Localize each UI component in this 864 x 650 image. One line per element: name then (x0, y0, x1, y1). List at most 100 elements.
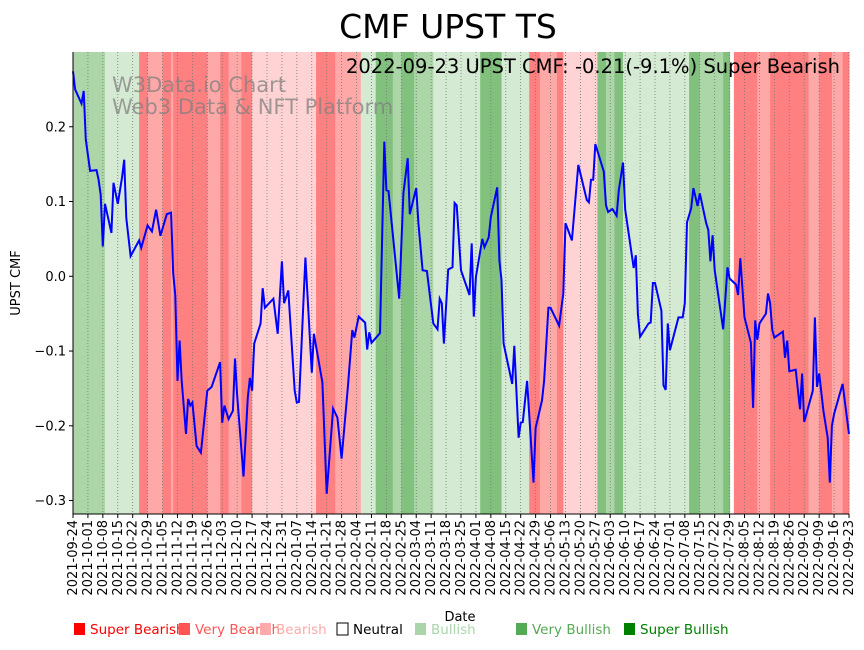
legend-label: Super Bullish (640, 622, 729, 638)
x-tick-label: 2022-04-22 (514, 520, 529, 596)
x-tick-label: 2022-05-27 (588, 520, 603, 596)
x-ticks: 2021-09-24 2021-10-01 2021-10-08 2021-10-15… (66, 514, 857, 596)
legend-label: Very Bullish (532, 622, 611, 638)
legend-swatch (624, 623, 635, 635)
band-super-bearish (220, 52, 230, 514)
x-tick-label: 2022-03-04 (409, 520, 424, 596)
x-tick-label: 2022-08-26 (782, 520, 797, 596)
x-tick-label: 2022-04-15 (499, 520, 514, 596)
x-tick-label: 2021-10-01 (81, 520, 96, 596)
x-tick-label: 2022-01-28 (335, 520, 350, 596)
x-tick-label: 2021-12-24 (260, 520, 275, 596)
band-bullish (623, 52, 690, 514)
x-tick-label: 2022-05-20 (573, 520, 588, 596)
x-tick-label: 2022-01-14 (305, 520, 320, 596)
cmf-line (72, 71, 850, 494)
legend-label: Super Bearish (90, 622, 185, 638)
x-tick-label: 2022-07-01 (663, 520, 678, 596)
legend-swatch (516, 623, 527, 635)
legend-label: Bearish (276, 622, 327, 638)
x-tick-label: 2021-11-19 (185, 520, 200, 596)
x-tick-label: 2021-10-22 (126, 520, 141, 596)
band-super-bearish (733, 52, 758, 514)
x-tick-label: 2022-06-17 (633, 520, 648, 596)
y-tick-label: 0.1 (45, 195, 66, 210)
legend-swatch (415, 623, 426, 635)
band-super-bearish (556, 52, 564, 514)
band-very-bullish (73, 52, 106, 514)
band-very-bullish (414, 52, 434, 514)
band-bullish (360, 52, 377, 514)
y-axis-label: UPST CMF (9, 250, 24, 315)
x-tick-label: 2022-07-08 (678, 520, 693, 596)
x-tick-label: 2021-10-08 (96, 520, 111, 596)
band-super-bearish (316, 52, 336, 514)
x-tick-label: 2022-09-16 (827, 520, 842, 596)
legend-swatch (260, 623, 271, 635)
band-super-bullish (689, 52, 701, 514)
x-tick-label: 2022-02-18 (379, 520, 394, 596)
x-tick-label: 2022-08-05 (738, 520, 753, 596)
legend-swatch (74, 623, 85, 635)
x-tick-label: 2022-06-03 (603, 520, 618, 596)
x-tick-label: 2022-07-29 (723, 520, 738, 596)
band-super-bullish (597, 52, 607, 514)
x-tick-label: 2022-01-21 (320, 520, 335, 596)
band-very-bearish (335, 52, 362, 514)
y-tick-label: 0.0 (45, 270, 66, 285)
legend-label: Very Bearish (195, 622, 280, 638)
x-tick-label: 2022-02-11 (364, 520, 379, 596)
y-tick-label: 0.2 (45, 120, 66, 135)
legend-swatch (336, 622, 349, 636)
y-tick-label: −0.3 (34, 494, 66, 509)
x-tick-label: 2022-04-01 (469, 520, 484, 596)
x-tick-label: 2022-03-18 (439, 520, 454, 596)
band-very-bearish (228, 52, 242, 514)
legend-item-neutral: Neutral (336, 622, 403, 638)
x-tick-label: 2022-04-29 (529, 520, 544, 596)
legend-item-bearish: Bearish (260, 622, 327, 638)
x-tick-label: 2021-12-03 (215, 520, 230, 596)
x-tick-label: 2021-11-12 (170, 520, 185, 596)
band-super-bearish (529, 52, 541, 514)
legend-item-super-bullish: Super Bullish (624, 622, 729, 638)
band-super-bearish (241, 52, 253, 514)
y-ticks: 0.2 0.1 0.0 −0.1 −0.2 −0.3 (34, 120, 73, 509)
band-very-bearish (831, 52, 844, 514)
x-tick-label: 2021-11-26 (200, 520, 215, 596)
band-very-bearish (147, 52, 164, 514)
x-tick-label: 2022-01-07 (290, 520, 305, 596)
chart-title: CMF UPST TS (339, 7, 557, 46)
watermark-line-2: Web3 Data & NFT Platform (112, 95, 393, 119)
x-tick-label: 2021-09-24 (66, 520, 81, 596)
x-tick-label: 2022-08-12 (752, 520, 767, 596)
x-tick-label: 2022-05-06 (544, 520, 559, 596)
band-super-bearish (139, 52, 149, 514)
band-super-bullish (401, 52, 415, 514)
x-tick-label: 2022-03-25 (454, 520, 469, 596)
x-tick-label: 2022-07-15 (693, 520, 708, 596)
y-tick-label: −0.1 (34, 345, 66, 360)
legend-item-super-bearish: Super Bearish (74, 622, 185, 638)
legend-item-bullish: Bullish (415, 622, 476, 638)
band-very-bearish (808, 52, 820, 514)
legend-item-very-bearish: Very Bearish (179, 622, 280, 638)
x-tick-label: 2022-05-13 (558, 520, 573, 596)
band-very-bearish (539, 52, 558, 514)
band-very-bearish (207, 52, 221, 514)
chart-annotation: 2022-09-23 UPST CMF: -0.21(-9.1%) Super … (346, 55, 840, 78)
legend-swatch (179, 623, 190, 635)
band-very-bearish (171, 52, 174, 514)
x-tick-label: 2022-09-02 (797, 520, 812, 596)
x-tick-label: 2021-11-05 (156, 520, 171, 596)
band-very-bullish (699, 52, 724, 514)
x-tick-label: 2022-09-09 (812, 520, 827, 596)
x-tick-label: 2021-12-17 (245, 520, 260, 596)
x-tick-label: 2022-04-08 (484, 520, 499, 596)
band-super-bearish (842, 52, 850, 514)
x-tick-label: 2021-12-10 (230, 520, 245, 596)
x-tick-label: 2022-06-10 (618, 520, 633, 596)
y-tick-label: −0.2 (34, 419, 66, 434)
x-tick-label: 2022-09-23 (842, 520, 857, 596)
